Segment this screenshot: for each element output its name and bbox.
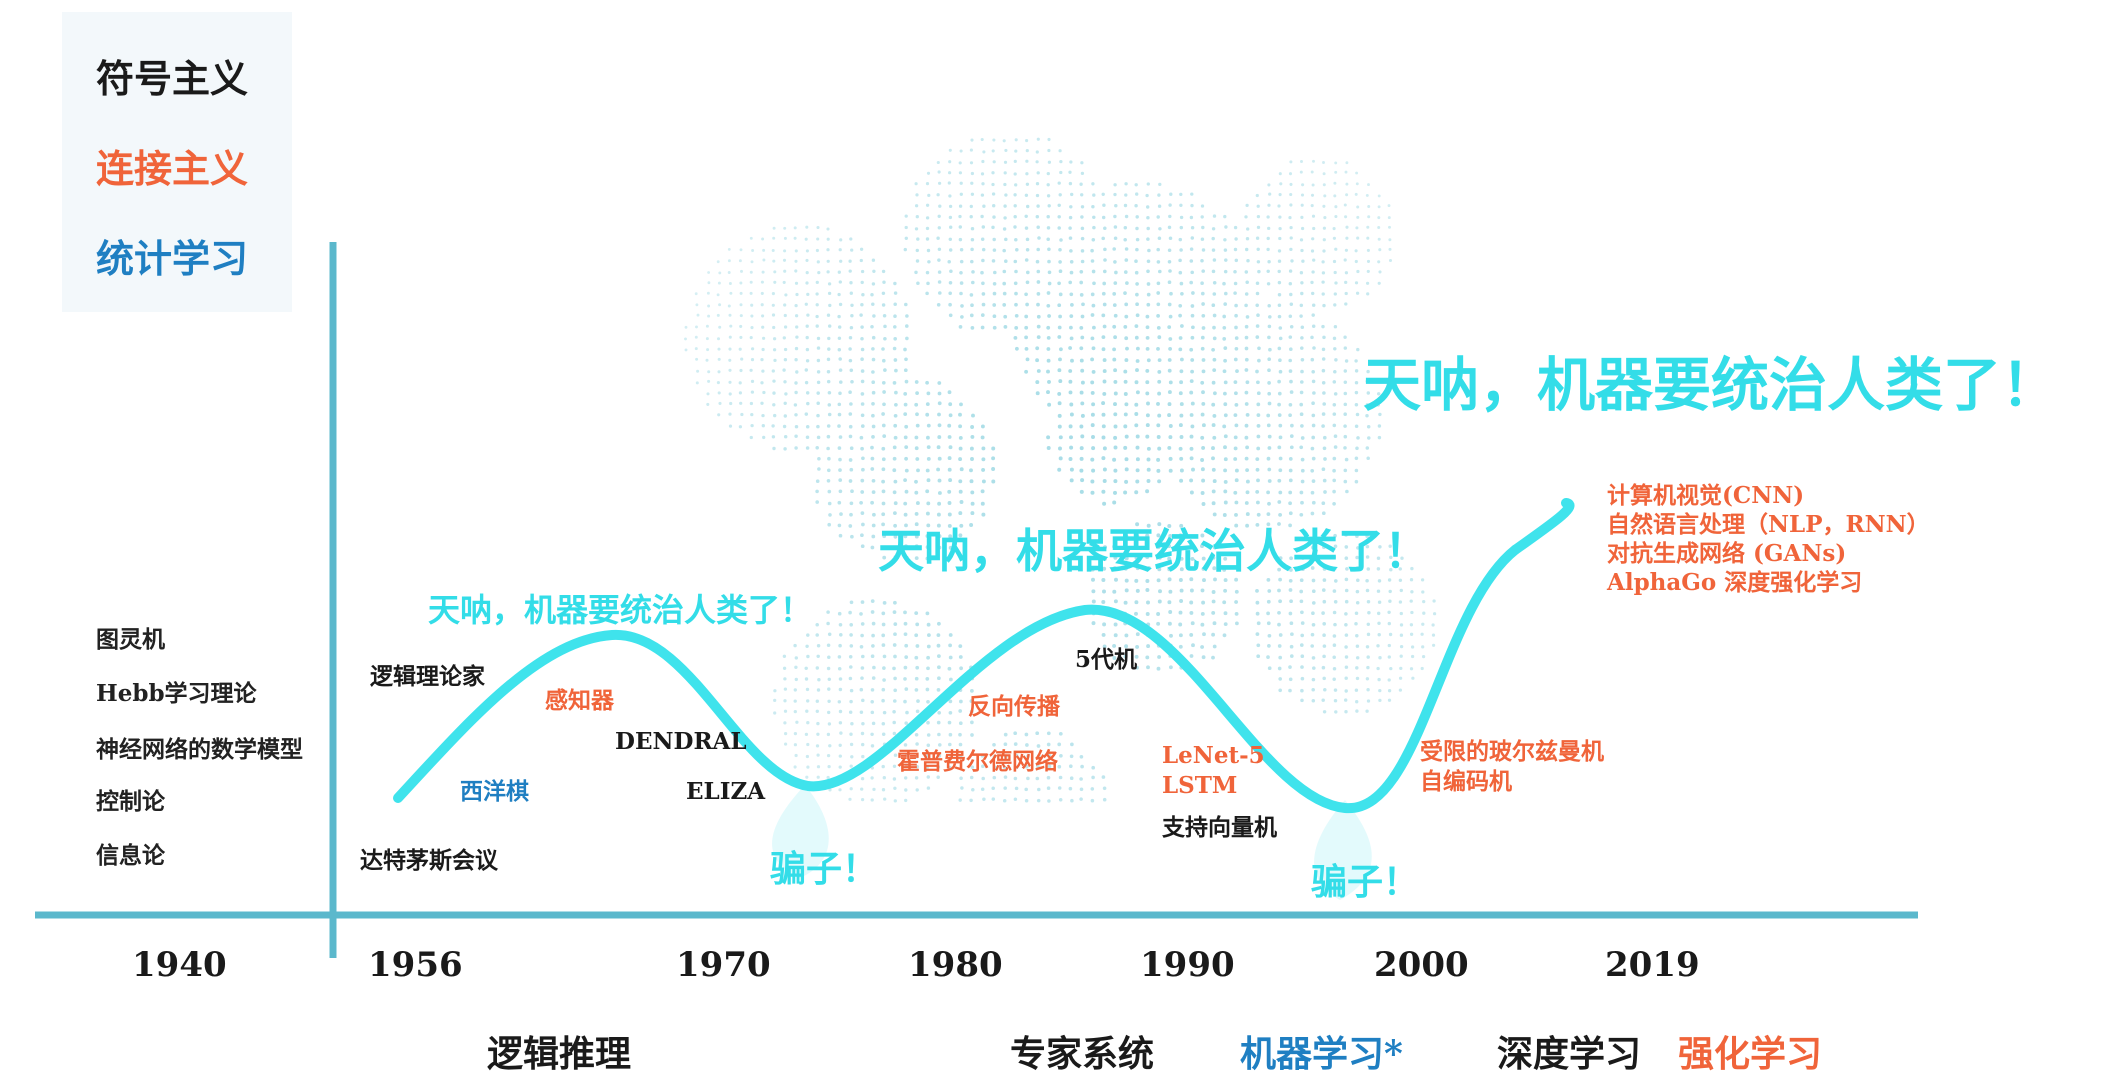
- year-1956: 1956: [368, 945, 463, 985]
- year-1980: 1980: [908, 945, 1003, 985]
- year-2000: 2000: [1374, 945, 1469, 985]
- event-nlp: 自然语言处理（NLP，RNN）: [1607, 511, 1930, 538]
- year-2019: 2019: [1605, 945, 1700, 985]
- event-fifth-gen: 5代机: [1075, 646, 1138, 673]
- trough-first: 骗子！: [770, 848, 879, 890]
- second-trough-glow: [1314, 800, 1372, 900]
- legend-symbolism: 符号主义: [96, 56, 249, 101]
- era-rl: 强化学习: [1678, 1033, 1823, 1075]
- hype-third: 天呐，机器要统治人类了！: [1363, 351, 2060, 419]
- hype-cycle-curve: [393, 498, 1575, 814]
- year-1940: 1940: [132, 945, 227, 985]
- hype-first: 天呐，机器要统治人类了！: [428, 591, 813, 629]
- event-chess: 西洋棋: [460, 778, 529, 805]
- event-backprop: 反向传播: [968, 693, 1060, 720]
- legend-connectionism: 连接主义: [96, 146, 249, 191]
- event-cv: 计算机视觉(CNN): [1607, 482, 1805, 509]
- legend-panel: [62, 12, 292, 312]
- left-event-information: 信息论: [96, 842, 165, 869]
- event-perceptron: 感知器: [545, 687, 614, 714]
- legend-statistical: 统计学习: [96, 236, 249, 281]
- event-alphago: AlphaGo 深度强化学习: [1607, 569, 1863, 596]
- event-lstm: LSTM: [1162, 772, 1238, 799]
- era-dl: 深度学习: [1497, 1033, 1642, 1075]
- event-eliza: ELIZA: [686, 778, 766, 805]
- left-event-turing: 图灵机: [96, 626, 165, 653]
- year-1990: 1990: [1140, 945, 1235, 985]
- event-dendral: DENDRAL: [615, 728, 747, 755]
- left-event-neural-math: 神经网络的数学模型: [96, 736, 303, 763]
- event-gan: 对抗生成网络 (GANs): [1607, 540, 1847, 567]
- event-dartmouth: 达特茅斯会议: [360, 847, 498, 874]
- year-1970: 1970: [676, 945, 771, 985]
- hype-second: 天呐，机器要统治人类了！: [878, 524, 1430, 578]
- era-expert: 专家系统: [1010, 1033, 1155, 1075]
- event-logic-theorist: 逻辑理论家: [370, 663, 485, 690]
- left-event-hebb: Hebb学习理论: [96, 680, 257, 707]
- event-lenet: LeNet-5: [1162, 742, 1265, 769]
- era-ml: 机器学习*: [1240, 1033, 1403, 1075]
- first-trough-glow: [772, 785, 829, 878]
- left-event-cybernetics: 控制论: [96, 788, 165, 815]
- event-autoencoder: 自编码机: [1420, 768, 1512, 795]
- event-rbm: 受限的玻尔兹曼机: [1420, 738, 1604, 765]
- event-hopfield: 霍普费尔德网络: [897, 748, 1058, 775]
- trough-second: 骗子！: [1311, 861, 1420, 903]
- event-svm: 支持向量机: [1162, 814, 1277, 841]
- era-logic: 逻辑推理: [487, 1033, 632, 1075]
